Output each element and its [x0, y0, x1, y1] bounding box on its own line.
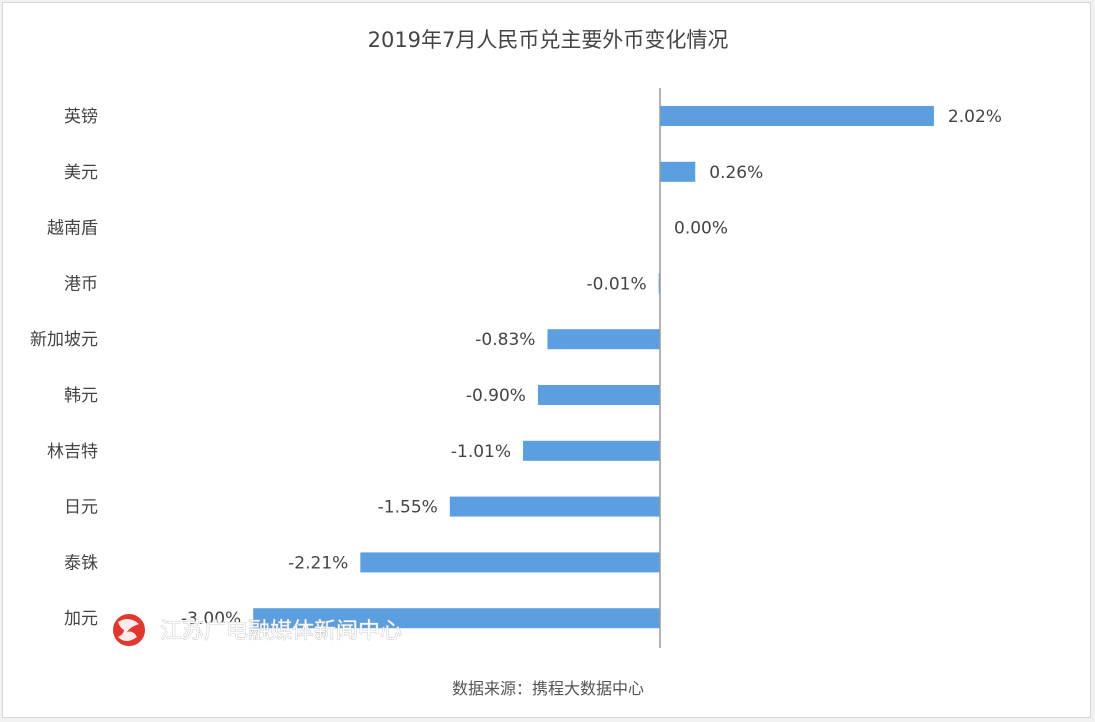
category-label: 新加坡元: [30, 330, 98, 350]
category-label: 美元: [64, 163, 98, 183]
value-label: -0.01%: [587, 274, 647, 294]
chart-title: 2019年7月人民币兑主要外币变化情况: [368, 28, 729, 52]
category-label: 越南盾: [47, 219, 98, 239]
value-label: -0.83%: [475, 330, 535, 350]
category-label: 英镑: [64, 107, 98, 127]
category-label: 日元: [64, 498, 98, 518]
bar: [449, 496, 660, 517]
category-label: 林吉特: [47, 442, 98, 462]
value-label: -0.90%: [466, 386, 526, 406]
value-label: -1.01%: [451, 442, 511, 462]
bar: [547, 329, 660, 350]
category-label: 泰铢: [64, 553, 98, 573]
bar: [523, 440, 660, 461]
bar: [660, 161, 696, 182]
bar: [360, 552, 660, 573]
value-label: 0.00%: [674, 219, 728, 239]
value-label: 0.26%: [709, 163, 763, 183]
value-label: -3.00%: [181, 609, 241, 629]
watermark-logo-icon: [111, 612, 147, 648]
bar: [660, 106, 934, 126]
source-note: 数据来源：携程大数据中心: [452, 679, 644, 698]
category-label: 韩元: [64, 386, 98, 406]
watermark: 江苏广电融媒体新闻中心: [111, 612, 402, 648]
category-label: 港币: [64, 274, 98, 294]
bar: [253, 608, 660, 629]
value-label: -1.55%: [378, 498, 438, 518]
watermark-text: 江苏广电融媒体新闻中心: [160, 619, 402, 644]
value-label: -2.21%: [288, 553, 348, 573]
bar: [537, 385, 660, 405]
bars-layer: 英镑 2.02% 美元 0.26% 越南盾 0.00% 港币 -0.01% 新加坡元 -0.83%…: [30, 106, 1002, 629]
value-label: 2.02%: [948, 107, 1002, 127]
category-label: 加元: [64, 609, 98, 629]
